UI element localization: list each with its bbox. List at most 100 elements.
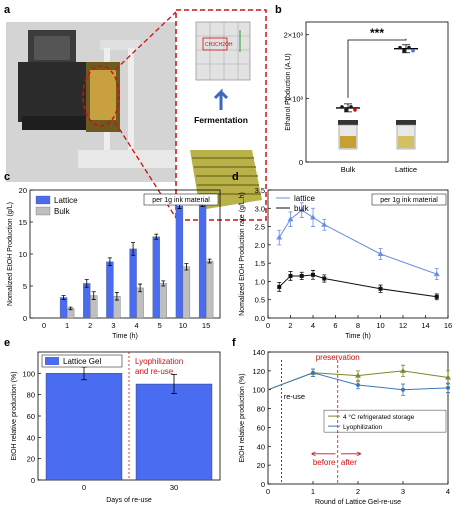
y-tick-label-0: 0 xyxy=(31,476,35,485)
error-bar-lattice-4 xyxy=(131,242,136,256)
y-tick-label-3: 60 xyxy=(257,423,265,432)
y-tick-label-3: 15 xyxy=(19,218,27,227)
marker-lattice-5 xyxy=(377,251,384,256)
data-point-lattice-3 xyxy=(411,48,415,53)
marker-bulk-0 xyxy=(277,284,282,289)
x-axis-label: Round of Lattice Gel-re-use xyxy=(315,499,401,506)
y-tick-label-4: 80 xyxy=(27,391,35,400)
chart-b-frame xyxy=(305,21,449,163)
bar-lattice-6 xyxy=(175,205,184,319)
y-tick-label-7: 140 xyxy=(252,348,265,357)
legend-label: Lattice Gel xyxy=(63,357,101,366)
legend-label-lattice: lattice xyxy=(294,194,315,203)
x-tick-label-6: 12 xyxy=(399,321,407,330)
x-axis-label: Time (h) xyxy=(345,333,371,340)
bar-1 xyxy=(135,383,213,481)
y-tick-label-1: 5 xyxy=(23,282,27,291)
marker-bulk-2 xyxy=(299,273,304,278)
data-point-bulk-3 xyxy=(353,108,357,112)
error-bar-lattice xyxy=(402,44,410,54)
motor-block xyxy=(18,62,88,122)
bar-lattice-1 xyxy=(59,297,68,319)
chart-e: 0 20 40 60 80 100 EtOH relative production (%)… xyxy=(11,351,221,504)
holder-top xyxy=(100,40,140,50)
panel-b: b 0 1×10³ 2×10³ Ethanol Production (A.U) Bul… xyxy=(275,4,449,174)
bar-lattice-5 xyxy=(152,236,160,319)
panel-a-label: a xyxy=(4,4,11,16)
zoom-line-top xyxy=(114,11,177,71)
y-tick-label-6: 3.0 xyxy=(255,204,265,213)
marker-bulk-3 xyxy=(311,272,315,277)
significance-bracket xyxy=(347,38,407,98)
after-arrow xyxy=(340,451,362,457)
chart-b: 0 1×10³ 2×10³ Ethanol Production (A.U) Bulk L… xyxy=(284,21,449,174)
x-tick-label-0: 0 xyxy=(266,321,270,330)
data-point-lattice-0 xyxy=(398,45,402,50)
error-bar-bulk-2 xyxy=(91,291,96,300)
marker-series-0-2 xyxy=(355,372,361,378)
y-tick-label-2: 40 xyxy=(27,433,35,442)
bar-lattice-4 xyxy=(129,248,137,319)
panel-a: a CH3CH2OH Fermentation xyxy=(4,4,267,221)
y-tick-label-1: 20 xyxy=(27,455,35,464)
marker-lattice-6 xyxy=(433,271,440,277)
x-tick-label-bulk: Bulk xyxy=(341,165,356,174)
marker-lattice-1 xyxy=(287,216,294,222)
x-tick-label-4: 4 xyxy=(446,487,450,496)
legend-label-series-0: 4 °C refrigerated storage xyxy=(343,413,415,421)
x-tick-label-2: 4 xyxy=(311,321,315,330)
panel-e-label: e xyxy=(4,337,10,349)
x-tick-label-0: 0 xyxy=(42,321,46,330)
y-axis-label: Ethanol Production (A.U) xyxy=(285,53,292,130)
panel-d-label: d xyxy=(232,171,239,183)
x-tick-label-3: 3 xyxy=(111,321,115,330)
panel-e: e 0 20 40 60 80 100 EtOH relative production (… xyxy=(4,337,221,504)
error-bar-bulk-1 xyxy=(68,306,73,311)
up-arrow xyxy=(213,88,229,110)
x-axis-label: Time (h) xyxy=(112,333,138,340)
x-tick-label-8: 16 xyxy=(444,321,452,330)
x-tick-label-1: 1 xyxy=(311,487,315,496)
bar-bulk-4 xyxy=(136,287,144,319)
data-point-bulk-1 xyxy=(344,108,348,112)
error-bar-bulk xyxy=(344,103,352,113)
y-tick-label-5: 100 xyxy=(22,369,35,378)
fermentation-label: Fermentation xyxy=(194,115,248,125)
marker-bulk-5 xyxy=(378,286,383,291)
error-bar-bulk-5 xyxy=(161,280,166,287)
x-tick-label-7: 14 xyxy=(421,321,429,330)
x-tick-label-4: 8 xyxy=(356,321,360,330)
x-tick-label-0: 0 xyxy=(266,487,270,496)
data-point-lattice-2 xyxy=(407,45,411,50)
error-bar-1 xyxy=(171,374,177,394)
marker-bulk-6 xyxy=(434,294,439,299)
lattice-cube-white xyxy=(195,21,251,81)
y-tick-label-4: 2.0 xyxy=(255,241,265,250)
y-tick-label-0: 0 xyxy=(261,480,265,489)
lattice-filaments xyxy=(192,157,261,195)
marker-lattice-4 xyxy=(321,221,328,227)
error-bar-bulk-7 xyxy=(207,258,212,264)
x-tick-label-lattice: Lattice xyxy=(395,165,417,174)
ethanol-highlight xyxy=(202,37,228,51)
annotation-box xyxy=(143,193,219,206)
pump-face xyxy=(34,36,70,60)
data-point-bulk-2 xyxy=(349,105,353,109)
y-tick-label-5: 100 xyxy=(252,386,265,395)
y-tick-label-3: 60 xyxy=(27,412,35,421)
zoom-ellipse xyxy=(82,65,120,127)
annotation-text: per 1g ink material xyxy=(380,197,438,204)
error-bar-bulk-3 xyxy=(114,292,119,301)
marker-series-1-4 xyxy=(446,385,450,390)
legend-box xyxy=(41,354,123,368)
fermented-lattice: CH3CH2OH xyxy=(195,21,251,81)
y-tick-label-3: 1.5 xyxy=(255,259,265,268)
significance-stars: *** xyxy=(370,26,384,40)
panel-f-label: f xyxy=(232,337,236,349)
error-bar-bulk-6 xyxy=(184,263,189,271)
y-tick-label-4: 20 xyxy=(19,186,27,195)
x-tick-label-2: 2 xyxy=(88,321,92,330)
bar-bulk-6 xyxy=(182,266,191,319)
